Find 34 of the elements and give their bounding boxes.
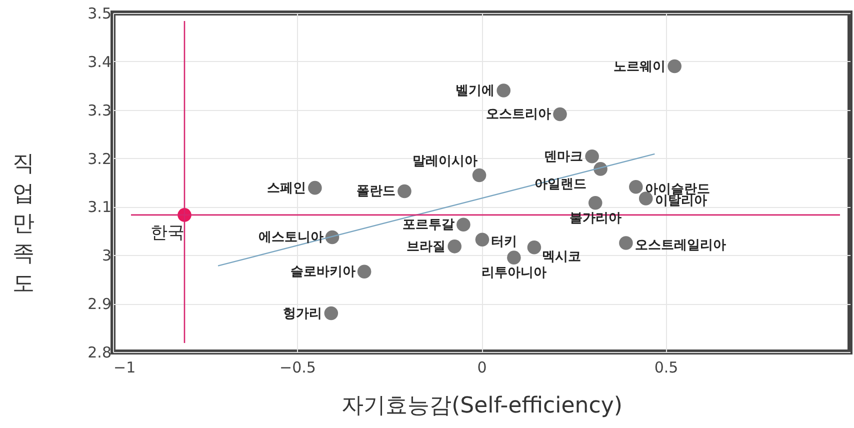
annotation: 말레이시아 — [412, 154, 478, 170]
annotation: 브라질 — [406, 239, 446, 254]
annotation: 슬로바키아 — [290, 264, 356, 280]
y-tick-label: 2.8 — [88, 344, 112, 362]
annotation: 아일랜드 — [534, 176, 587, 192]
annotation: 멕시코 — [542, 249, 582, 264]
annotation: 에스토니아 — [258, 230, 324, 246]
annotation: 오스트리아 — [486, 107, 551, 122]
annotation: 폴란드 — [356, 184, 396, 200]
annotation: 헝가리 — [283, 306, 322, 322]
annotation: 노르웨이 — [614, 59, 666, 74]
y-tick-label: 2.9 — [88, 295, 112, 314]
y-tick-label: 3 — [102, 246, 112, 265]
annotation: 한국 — [150, 222, 184, 243]
annotation: 스페인 — [266, 180, 306, 196]
annotation: 포르투갈 — [402, 218, 454, 233]
annotation: 벨기에 — [456, 83, 495, 98]
y-tick-label: 3.3 — [88, 101, 112, 120]
annotation: 덴마크 — [544, 149, 584, 164]
x-tick-label: −1 — [114, 358, 136, 376]
x-tick-label: −0.5 — [280, 358, 316, 376]
annotation: 오스트레일리아 — [634, 238, 726, 254]
y-tick-label: 3.1 — [88, 198, 112, 216]
y-tick-label: 3.5 — [88, 4, 112, 22]
x-tick-label: 0 — [477, 358, 487, 376]
x-tick-label: 0.5 — [654, 358, 678, 376]
y-axis-title: 직업만족도 — [12, 152, 34, 296]
annotation: 터키 — [491, 234, 518, 250]
y-tick-label: 3.2 — [88, 150, 112, 168]
x-axis-title: 자기효능감(Self-efficiency) — [342, 394, 622, 418]
annotation: 불가리아 — [569, 210, 622, 226]
annotation: 리투아니아 — [481, 266, 546, 281]
annotation: 아이슬란드 — [644, 182, 710, 197]
y-tick-label: 3.4 — [88, 52, 112, 71]
